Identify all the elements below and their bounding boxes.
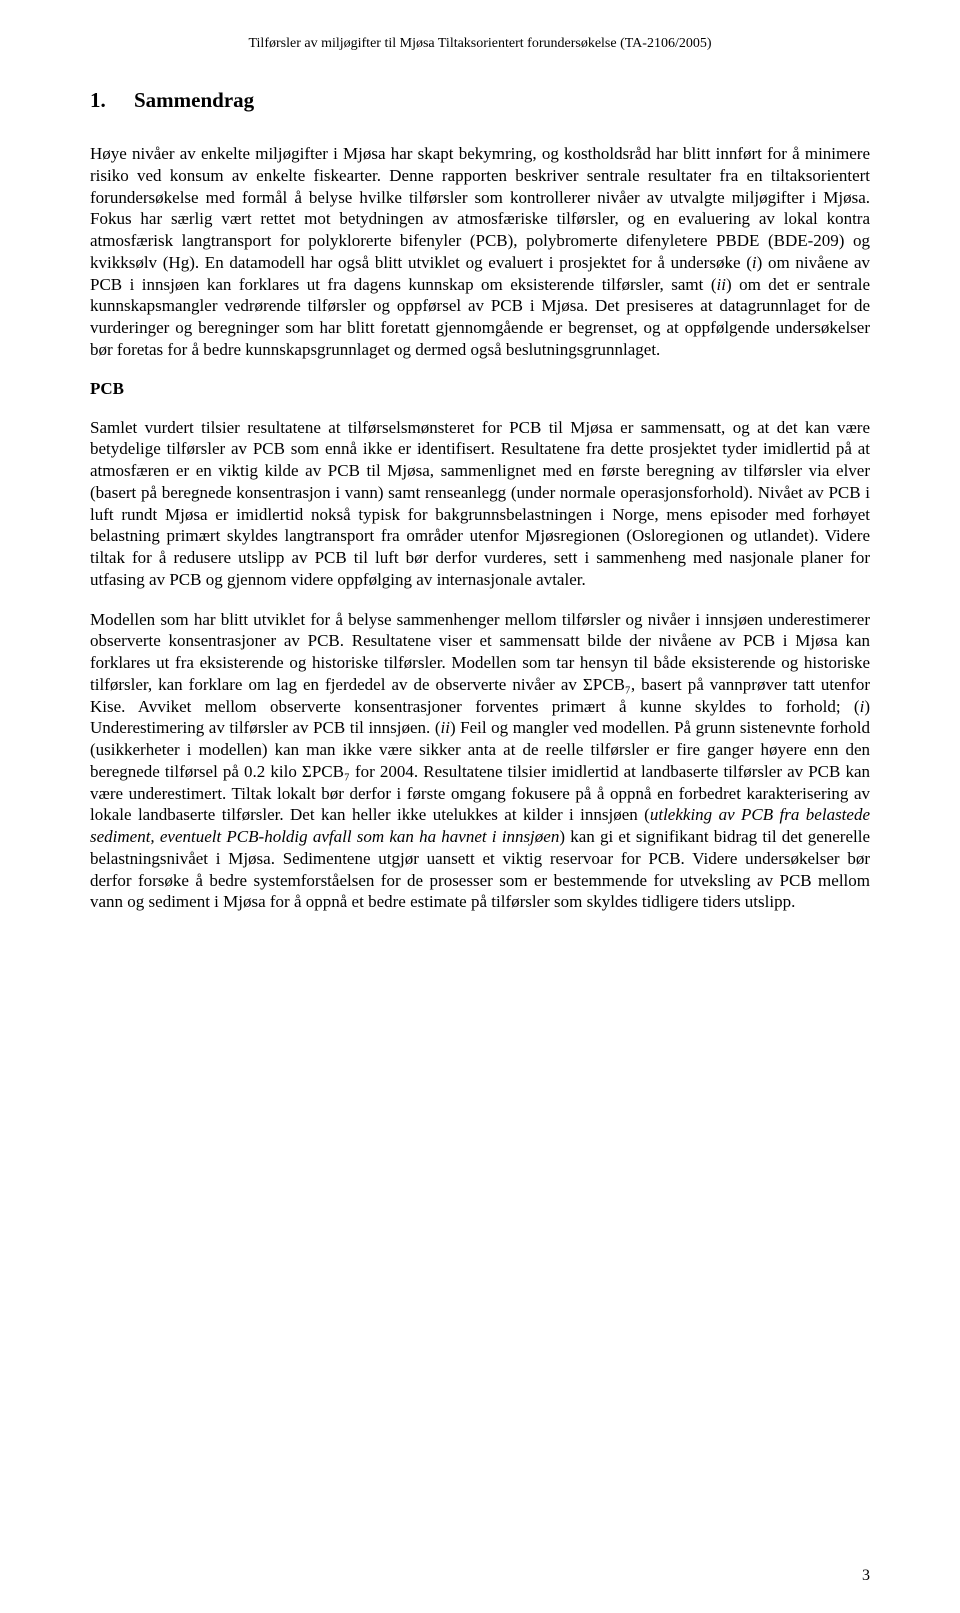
section-title: Sammendrag [134,88,254,112]
p3-italic-ii: ii [441,718,450,737]
subheading-pcb: PCB [90,379,870,399]
running-header: Tilførsler av miljøgifter til Mjøsa Tilt… [90,36,870,52]
section-heading: 1.Sammendrag [90,88,870,113]
page-number: 3 [862,1567,870,1585]
document-page: Tilførsler av miljøgifter til Mjøsa Tilt… [0,0,960,1613]
paragraph-2: Samlet vurdert tilsier resultatene at ti… [90,417,870,591]
p1-italic-ii: ii [717,275,726,294]
section-number: 1. [90,88,134,113]
paragraph-1: Høye nivåer av enkelte miljøgifter i Mjø… [90,143,870,361]
paragraph-3: Modellen som har blitt utviklet for å be… [90,609,870,914]
p3-text-a: Modellen som har blitt utviklet for å be… [90,610,870,716]
